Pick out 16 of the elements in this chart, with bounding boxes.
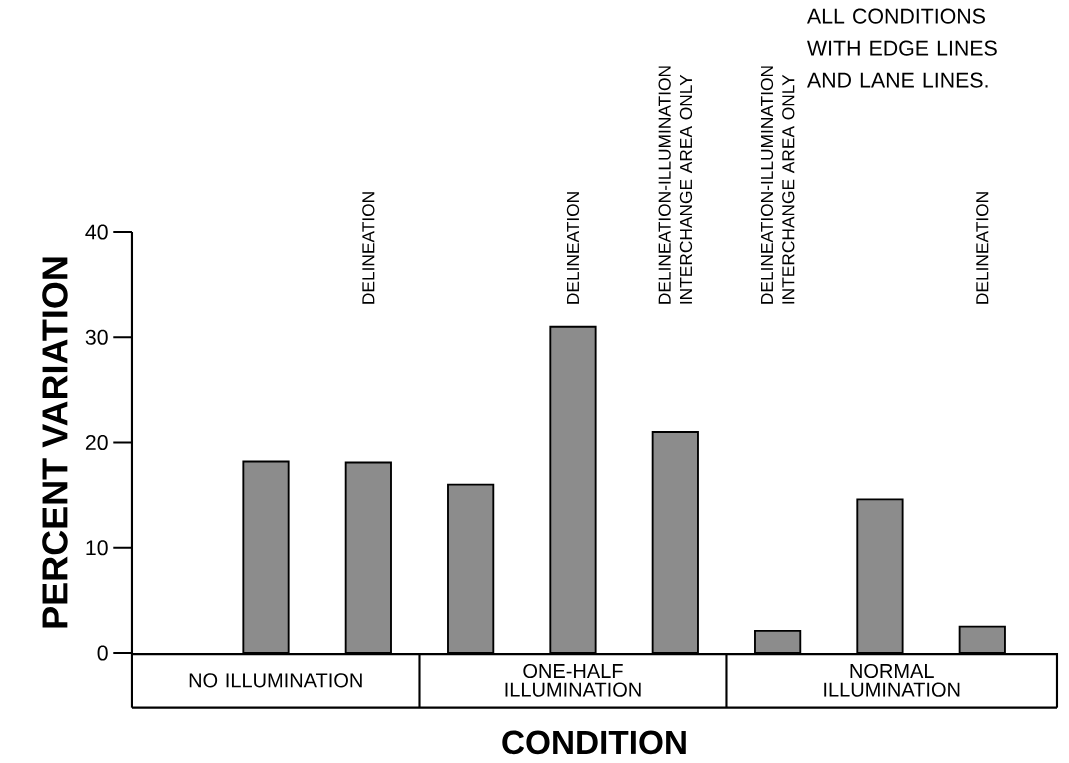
y-tick-label: 0 [97,645,108,661]
text: NORMAL ILLUMINATION [824,663,960,697]
text: NO ILLUMINATION [189,673,362,688]
x-axis-title: CONDITION [502,730,686,755]
y-tick-label: 10 [86,540,108,556]
text: ONE-HALF ILLUMINATION [505,663,641,697]
y-tick-label: 40 [85,224,108,240]
x-tick-label: DELINEATION-ILLUMINATION INTERCHANGE AREA ONLY [658,66,693,304]
x-tick-label: DELINEATION [566,192,580,304]
y-axis-title: PERCENT VARIATION [42,257,68,628]
y-tick-label: 30 [85,329,108,345]
text: ALL CONDITIONS WITH EDGE LINES AND LANE LINES. [806,8,997,88]
x-tick-label: DELINEATION-ILLUMINATION INTERCHANGE AREA ONLY [760,66,795,304]
x-tick-label: DELINEATION [362,192,375,304]
y-tick-label: 20 [85,434,108,451]
x-tick-label: DELINEATION [976,192,989,304]
